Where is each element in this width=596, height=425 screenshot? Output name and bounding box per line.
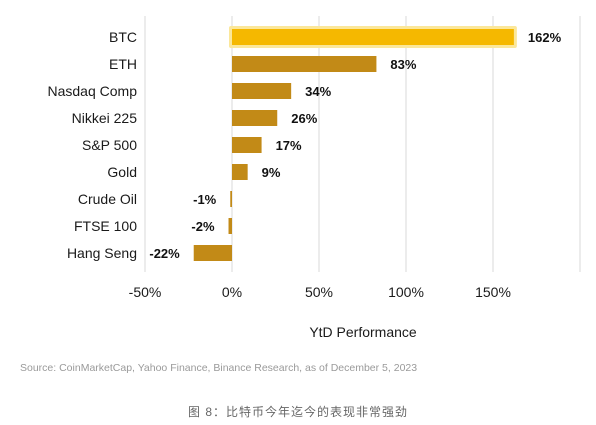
x-tick-label: -50% [129,284,162,300]
bar-ftse-100 [228,218,232,234]
source-note: Source: CoinMarketCap, Yahoo Finance, Bi… [20,362,418,374]
figure-caption: 图 8：比特币今年迄今的表现非常强劲 [187,405,408,419]
category-label-ftse-100: FTSE 100 [74,218,137,234]
value-label-ftse-100: -2% [191,219,215,234]
x-tick-labels: -50% 0% 50% 100% 150% [129,284,511,300]
category-label-nasdaq-comp: Nasdaq Comp [48,83,138,99]
value-label-crude-oil: -1% [193,192,217,207]
value-label-sandp-500: 17% [276,138,302,153]
category-label-hang-seng: Hang Seng [67,245,137,261]
bar-gold [232,164,248,180]
category-label-btc: BTC [109,29,137,45]
bar-chart: BTC ETH Nasdaq Comp Nikkei 225 S&P 500 Gold Cr… [48,16,581,340]
bar-nasdaq-comp [232,83,292,99]
value-label-gold: 9% [262,165,281,180]
value-label-nasdaq-comp: 34% [305,84,331,99]
x-tick-label: 100% [388,284,424,300]
category-label-eth: ETH [109,56,137,72]
bar-eth [232,56,377,72]
value-label-nikkei-225: 26% [291,111,317,126]
bar-nikkei-225 [232,110,278,126]
x-tick-label: 50% [305,284,333,300]
value-label-hang-seng: -22% [149,246,180,261]
category-label-nikkei-225: Nikkei 225 [72,110,138,126]
bar-sandp-500 [232,137,262,153]
bars [193,26,517,261]
category-labels: BTC ETH Nasdaq Comp Nikkei 225 S&P 500 Gold Cr… [48,29,138,261]
category-label-gold: Gold [107,164,137,180]
x-tick-label: 0% [222,284,242,300]
bar-hang-seng [193,245,232,261]
category-label-sandp-500: S&P 500 [82,137,137,153]
bar-btc [232,29,514,45]
value-labels: 162% 83% 34% 26% 17% 9% -1% -2% -22% [149,30,561,261]
x-axis-title: YtD Performance [309,324,417,340]
value-label-btc: 162% [528,30,562,45]
value-label-eth: 83% [390,57,416,72]
category-label-crude-oil: Crude Oil [78,191,137,207]
bar-crude-oil [230,191,232,207]
x-tick-label: 150% [475,284,511,300]
